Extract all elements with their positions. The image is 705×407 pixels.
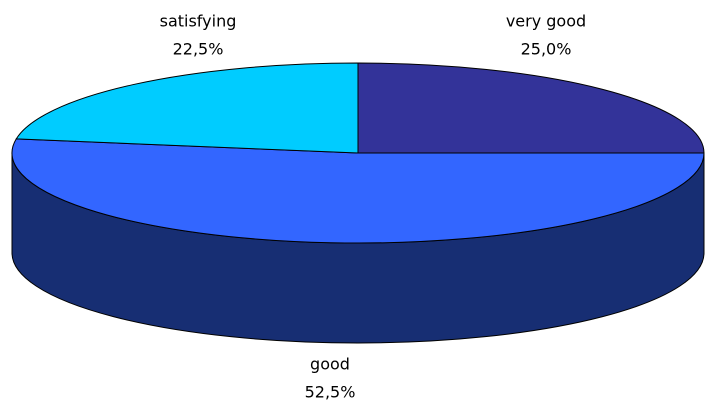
pie-slice	[15, 62, 359, 154]
slice-label: good	[310, 355, 350, 374]
pie-slice	[11, 138, 705, 244]
slice-value-label: 25,0%	[521, 40, 572, 59]
slice-label: very good	[506, 12, 586, 31]
slice-value-label: 52,5%	[305, 383, 356, 402]
slice-value-label: 22,5%	[173, 40, 224, 59]
slice-label: satisfying	[160, 12, 237, 31]
pie-slice	[357, 62, 705, 154]
